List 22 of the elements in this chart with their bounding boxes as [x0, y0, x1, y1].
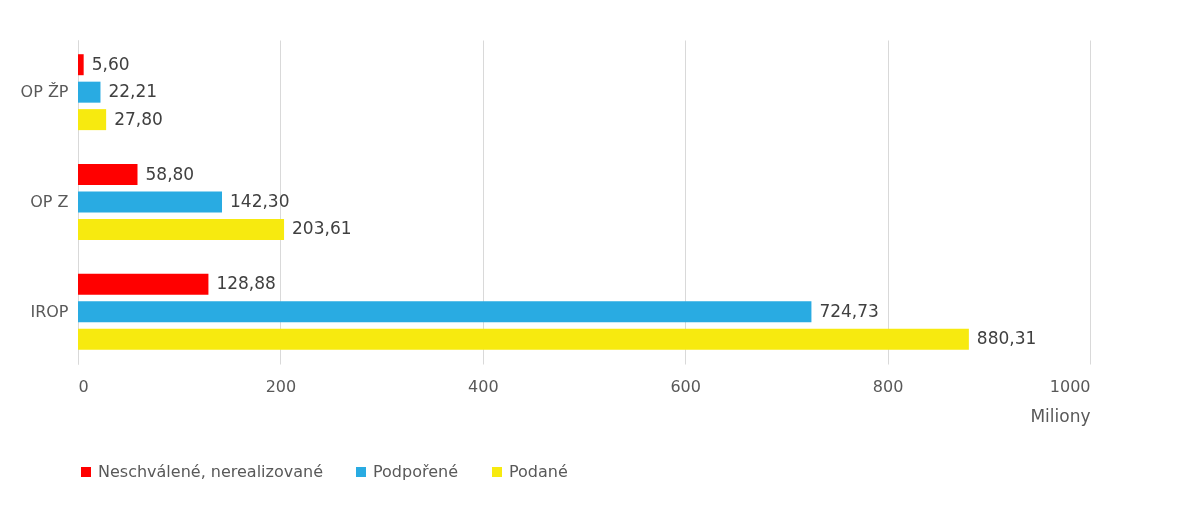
x-tick-label: 400: [468, 376, 499, 396]
x-tick-label: 1000: [1049, 376, 1091, 396]
data-label: 142,30: [230, 191, 290, 211]
x-tick-label: 0: [78, 376, 89, 396]
x-axis-title: Miliony: [1030, 405, 1091, 426]
x-tick-label: 200: [265, 376, 297, 396]
data-label: 128,88: [216, 273, 276, 294]
data-label: 880,31: [976, 328, 1037, 349]
y-tick-label: OP Z: [30, 192, 69, 211]
data-label: 58,80: [145, 163, 195, 184]
data-label: 724,73: [819, 300, 879, 321]
data-label: 203,61: [292, 218, 352, 239]
legend-label: Podané: [509, 462, 568, 481]
x-tick-label: 600: [670, 376, 701, 396]
data-label: 5,60: [91, 53, 130, 74]
legend-label: Podpořené: [373, 462, 459, 481]
data-label: 27,80: [114, 108, 163, 129]
y-tick-label: IROP: [30, 301, 69, 321]
y-tick-label: OP ŽP: [20, 82, 69, 102]
data-label: 22,21: [108, 81, 158, 102]
x-tick-label: 800: [872, 376, 904, 396]
legend-label: Neschválené, nerealizované: [98, 462, 323, 481]
